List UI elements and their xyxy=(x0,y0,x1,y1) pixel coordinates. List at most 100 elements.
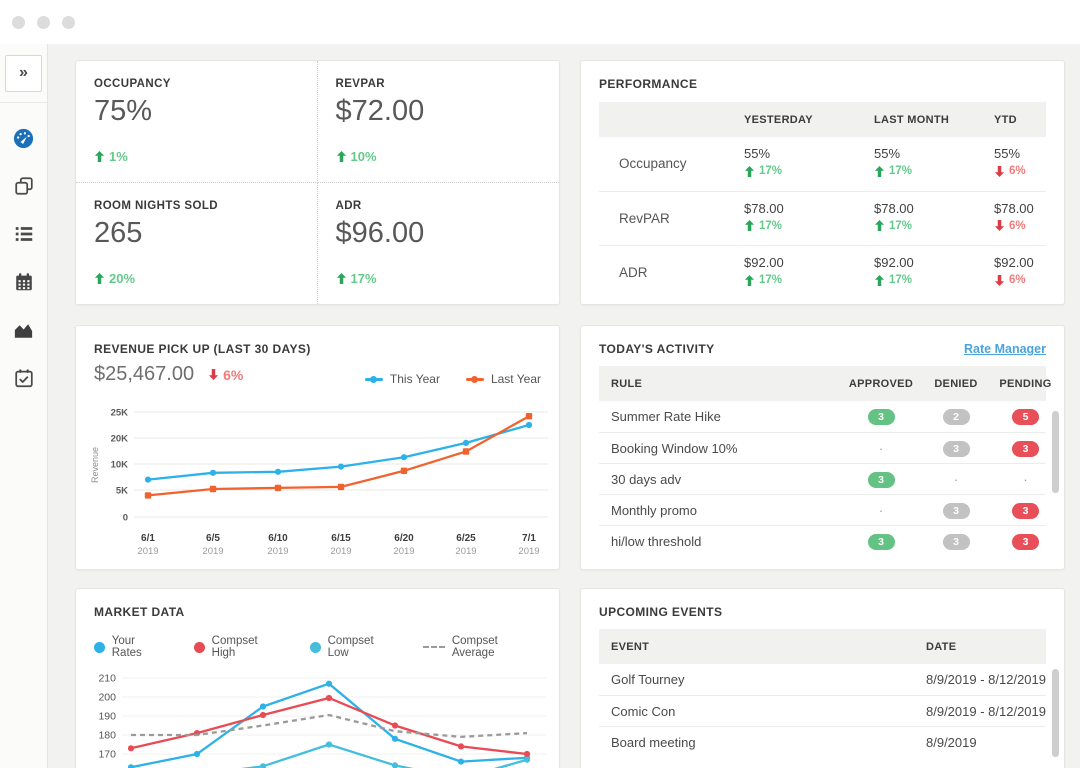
events-scrollbar-thumb[interactable] xyxy=(1052,669,1059,757)
metric-cell: 55% 17% xyxy=(744,146,874,182)
todays-activity-title: TODAY'S ACTIVITY xyxy=(599,342,715,356)
approved-badge: 3 xyxy=(867,409,895,425)
legend-marker-icon xyxy=(465,375,484,383)
empty-cell-dot: · xyxy=(878,440,884,456)
metric-value: $92.00 xyxy=(994,255,1034,270)
kpi-label: ROOM NIGHTS SOLD xyxy=(94,199,218,212)
denied-badge: 3 xyxy=(942,440,970,457)
pending-badge: 3 xyxy=(1012,440,1039,457)
legend-dot-icon xyxy=(309,641,321,653)
empty-cell-dot: · xyxy=(1023,471,1028,487)
legend-item[interactable]: Compset Low xyxy=(309,635,396,659)
revenue-chart-legend: This Year Last Year xyxy=(364,372,541,386)
legend-dash-icon xyxy=(423,646,445,648)
metric-value: 55% xyxy=(874,146,901,161)
sidebar-item-pages[interactable] xyxy=(12,175,36,197)
revenue-pickup-value: $25,467.00 xyxy=(94,363,195,385)
upcoming-events-title: UPCOMING EVENTS xyxy=(599,605,723,619)
svg-text:200: 200 xyxy=(98,692,116,704)
kpi-value: 265 xyxy=(94,216,143,249)
kpi-cell: REVPAR $72.00 10% xyxy=(317,61,559,183)
metric-value: $92.00 xyxy=(874,255,914,270)
up-arrow-icon xyxy=(874,165,885,177)
legend-label: Your Rates xyxy=(111,635,142,659)
activity-column-header: APPROVED xyxy=(848,377,914,390)
sidebar-expand-button[interactable]: » xyxy=(5,54,42,92)
rule-name: Booking Window 10% xyxy=(611,440,738,456)
svg-text:25K: 25K xyxy=(111,408,129,419)
metric-name: Occupancy xyxy=(619,156,687,172)
window-dot[interactable] xyxy=(37,15,50,29)
metric-delta: 6% xyxy=(994,165,1026,177)
window-dot[interactable] xyxy=(12,15,25,29)
svg-text:2019: 2019 xyxy=(393,546,414,557)
market-data-card: MARKET DATA Your Rates Compset High Compse… xyxy=(75,588,560,768)
kpi-summary-card: OCCUPANCY 75% 1% REVPAR $72.00 10% ROOM NI… xyxy=(75,60,560,305)
sidebar-item-calendar[interactable] xyxy=(12,271,36,293)
metric-value: $78.00 xyxy=(994,200,1034,216)
rule-name: Monthly promo xyxy=(611,502,697,518)
metric-delta: 6% xyxy=(994,274,1026,286)
metric-cell: $92.00 6% xyxy=(994,255,1046,291)
legend-item[interactable]: Your Rates xyxy=(94,635,167,659)
activity-scrollbar-thumb[interactable] xyxy=(1052,411,1059,493)
legend-item[interactable]: This Year xyxy=(364,372,440,386)
activity-column-header: RULE xyxy=(611,377,643,390)
svg-text:6/20: 6/20 xyxy=(394,533,414,544)
market-data-chart: 170 180 190 200 210 xyxy=(98,673,546,768)
legend-label: This Year xyxy=(389,372,440,386)
denied-badge: 3 xyxy=(942,533,970,550)
kpi-label: REVPAR xyxy=(335,78,385,90)
rate-manager-link[interactable]: Rate Manager xyxy=(964,342,1046,356)
up-arrow-icon xyxy=(874,274,885,286)
svg-text:6/10: 6/10 xyxy=(268,533,288,544)
kpi-cell: ROOM NIGHTS SOLD 265 20% xyxy=(76,182,318,304)
up-arrow-icon xyxy=(336,273,346,284)
metric-value: 55% xyxy=(994,146,1021,161)
revenue-pickup-delta: 6% xyxy=(208,367,243,383)
legend-dot-icon xyxy=(94,641,105,653)
sidebar-item-list[interactable] xyxy=(12,223,36,245)
market-data-title: MARKET DATA xyxy=(94,605,185,619)
events-table-body: Golf Tourney 8/9/2019 - 8/12/2019 Comic C… xyxy=(599,664,1046,757)
down-arrow-icon xyxy=(994,274,1005,286)
sidebar-item-reports[interactable] xyxy=(12,319,36,341)
svg-text:6/1: 6/1 xyxy=(141,533,155,544)
performance-card: PERFORMANCE YESTERDAY LAST MONTH YTD Occup… xyxy=(580,60,1065,305)
sidebar-item-schedule[interactable] xyxy=(12,367,36,389)
legend-item[interactable]: Compset Average xyxy=(423,635,541,659)
pending-badge: 3 xyxy=(1012,502,1039,519)
kpi-label: ADR xyxy=(335,199,362,212)
event-name: Board meeting xyxy=(611,734,696,750)
empty-cell-dot: · xyxy=(878,502,884,518)
metric-name: ADR xyxy=(619,265,648,281)
metric-cell: 55% 6% xyxy=(994,146,1046,182)
kpi-delta: 17% xyxy=(336,271,377,286)
window-dot[interactable] xyxy=(62,15,75,29)
approved-badge: 3 xyxy=(867,533,895,550)
activity-table-header: RULE APPROVED DENIED PENDING xyxy=(599,366,1051,401)
sidebar-item-dashboard[interactable] xyxy=(12,127,36,149)
activity-column-header: PENDING xyxy=(999,377,1052,390)
calendar-icon xyxy=(15,273,32,291)
event-name: Golf Tourney xyxy=(611,672,685,687)
legend-item[interactable]: Last Year xyxy=(465,372,541,386)
kpi-grid: OCCUPANCY 75% 1% REVPAR $72.00 10% ROOM NI… xyxy=(76,61,559,304)
legend-label: Last Year xyxy=(490,372,541,386)
svg-text:6/5: 6/5 xyxy=(206,533,220,544)
event-name: Comic Con xyxy=(611,703,676,719)
kpi-cell: OCCUPANCY 75% 1% xyxy=(76,61,318,183)
metric-cell: $78.00 17% xyxy=(874,201,994,237)
legend-label: Compset High xyxy=(211,635,258,659)
performance-title: PERFORMANCE xyxy=(599,77,698,91)
svg-text:Revenue: Revenue xyxy=(90,447,100,483)
rule-name: Summer Rate Hike xyxy=(611,409,721,424)
metric-delta: 17% xyxy=(874,165,912,177)
kpi-delta: 10% xyxy=(336,149,377,164)
legend-item[interactable]: Compset High xyxy=(193,635,283,659)
empty-cell-dot: · xyxy=(953,471,959,487)
todays-activity-card: TODAY'S ACTIVITY Rate Manager RULE APPROV… xyxy=(580,325,1065,570)
event-date: 8/9/2019 - 8/12/2019 xyxy=(926,703,1046,719)
up-arrow-icon xyxy=(744,220,755,231)
svg-text:180: 180 xyxy=(98,730,116,742)
